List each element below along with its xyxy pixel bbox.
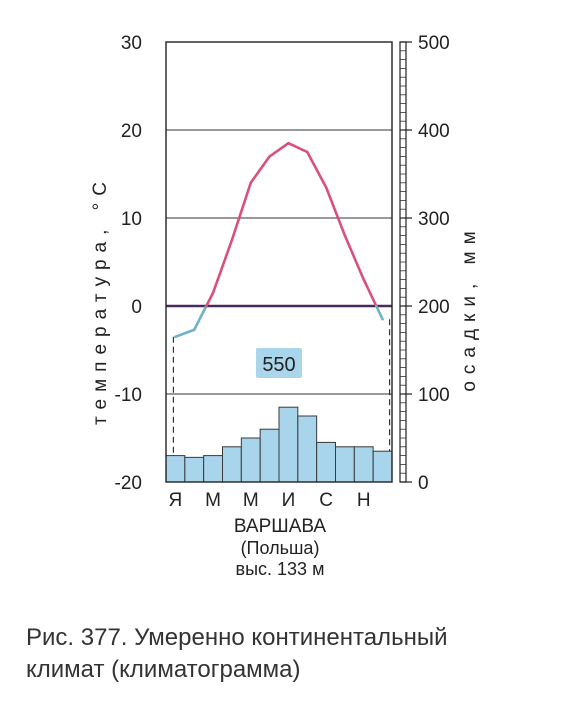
temperature-segment xyxy=(249,155,271,185)
precipitation-bar xyxy=(165,455,186,483)
month-label: Я xyxy=(169,490,183,511)
temperature-segment xyxy=(230,181,253,242)
temperature-axis-title: температура, °С xyxy=(90,175,111,425)
precipitation-axis: 500 400 300 200 100 0 xyxy=(399,33,450,494)
temperature-segment xyxy=(268,141,290,158)
month-label: И xyxy=(282,490,296,511)
figure-caption: Рис. 377. Умеренно континентальный клима… xyxy=(26,622,566,686)
temperature-tick-label: 20 xyxy=(121,121,142,142)
caption-line-1: Рис. 377. Умеренно континентальный xyxy=(26,624,448,651)
precipitation-tick-label: 500 xyxy=(418,33,450,54)
temperature-segment xyxy=(174,328,196,339)
temperature-tick-label: -20 xyxy=(115,473,142,494)
plot-border xyxy=(165,41,393,483)
station-elevation: выс. 133 м xyxy=(235,559,325,579)
total-badge-box xyxy=(256,348,302,378)
station-name: ВАРШАВА xyxy=(233,516,327,537)
month-label: М xyxy=(205,490,221,511)
precipitation-tick-label: 200 xyxy=(418,297,450,318)
temperature-segment xyxy=(362,278,378,308)
precipitation-tick-label: 300 xyxy=(418,209,450,230)
temperature-segment xyxy=(205,291,215,308)
temperature-curve xyxy=(174,141,384,339)
temperature-tick-label: 0 xyxy=(131,297,142,318)
precipitation-bar xyxy=(278,406,299,483)
month-label: М xyxy=(243,490,259,511)
precipitation-tick-label: 400 xyxy=(418,121,450,142)
precipitation-tick-label: 100 xyxy=(418,385,450,406)
temperature-tick-label: 30 xyxy=(121,33,142,54)
month-label: С xyxy=(319,490,333,511)
temperature-segment xyxy=(287,141,309,154)
precipitation-tick-label: 0 xyxy=(418,473,429,494)
precipitation-axis-title: осадки, мм xyxy=(459,224,480,391)
precipitation-bar xyxy=(297,415,318,483)
precipitation-bar xyxy=(222,446,242,483)
precipitation-bar xyxy=(335,446,355,483)
precipitation-bar xyxy=(316,441,336,483)
temperature-tick-label: -10 xyxy=(115,385,142,406)
station-country: (Польша) xyxy=(240,538,320,558)
temperature-segment xyxy=(375,304,384,321)
caption-line-2: климат (климатограмма) xyxy=(26,656,301,683)
temperature-segment xyxy=(211,238,234,295)
dry-period-dashes xyxy=(172,319,391,456)
station-block: ВАРШАВА (Польша) выс. 133 м xyxy=(200,516,360,580)
total-precipitation-label: 550 xyxy=(262,354,295,376)
temperature-segment xyxy=(343,234,366,281)
precipitation-bars xyxy=(165,406,393,483)
plot-frame xyxy=(165,41,393,483)
temperature-segment xyxy=(305,150,328,189)
temperature-tick-labels: 30 20 10 0 -10 -20 xyxy=(115,33,142,494)
precipitation-bar xyxy=(372,450,393,483)
precipitation-bar xyxy=(353,446,374,483)
month-label: Н xyxy=(357,490,371,511)
precipitation-bar xyxy=(184,456,205,483)
precipitation-bar xyxy=(203,455,224,483)
temperature-tick-label: 10 xyxy=(121,209,142,230)
precipitation-bar xyxy=(240,437,261,483)
total-precipitation-badge: 550 xyxy=(256,348,302,378)
precipitation-bar xyxy=(259,428,280,483)
temperature-segment xyxy=(192,304,208,332)
temperature-segment xyxy=(324,185,347,237)
